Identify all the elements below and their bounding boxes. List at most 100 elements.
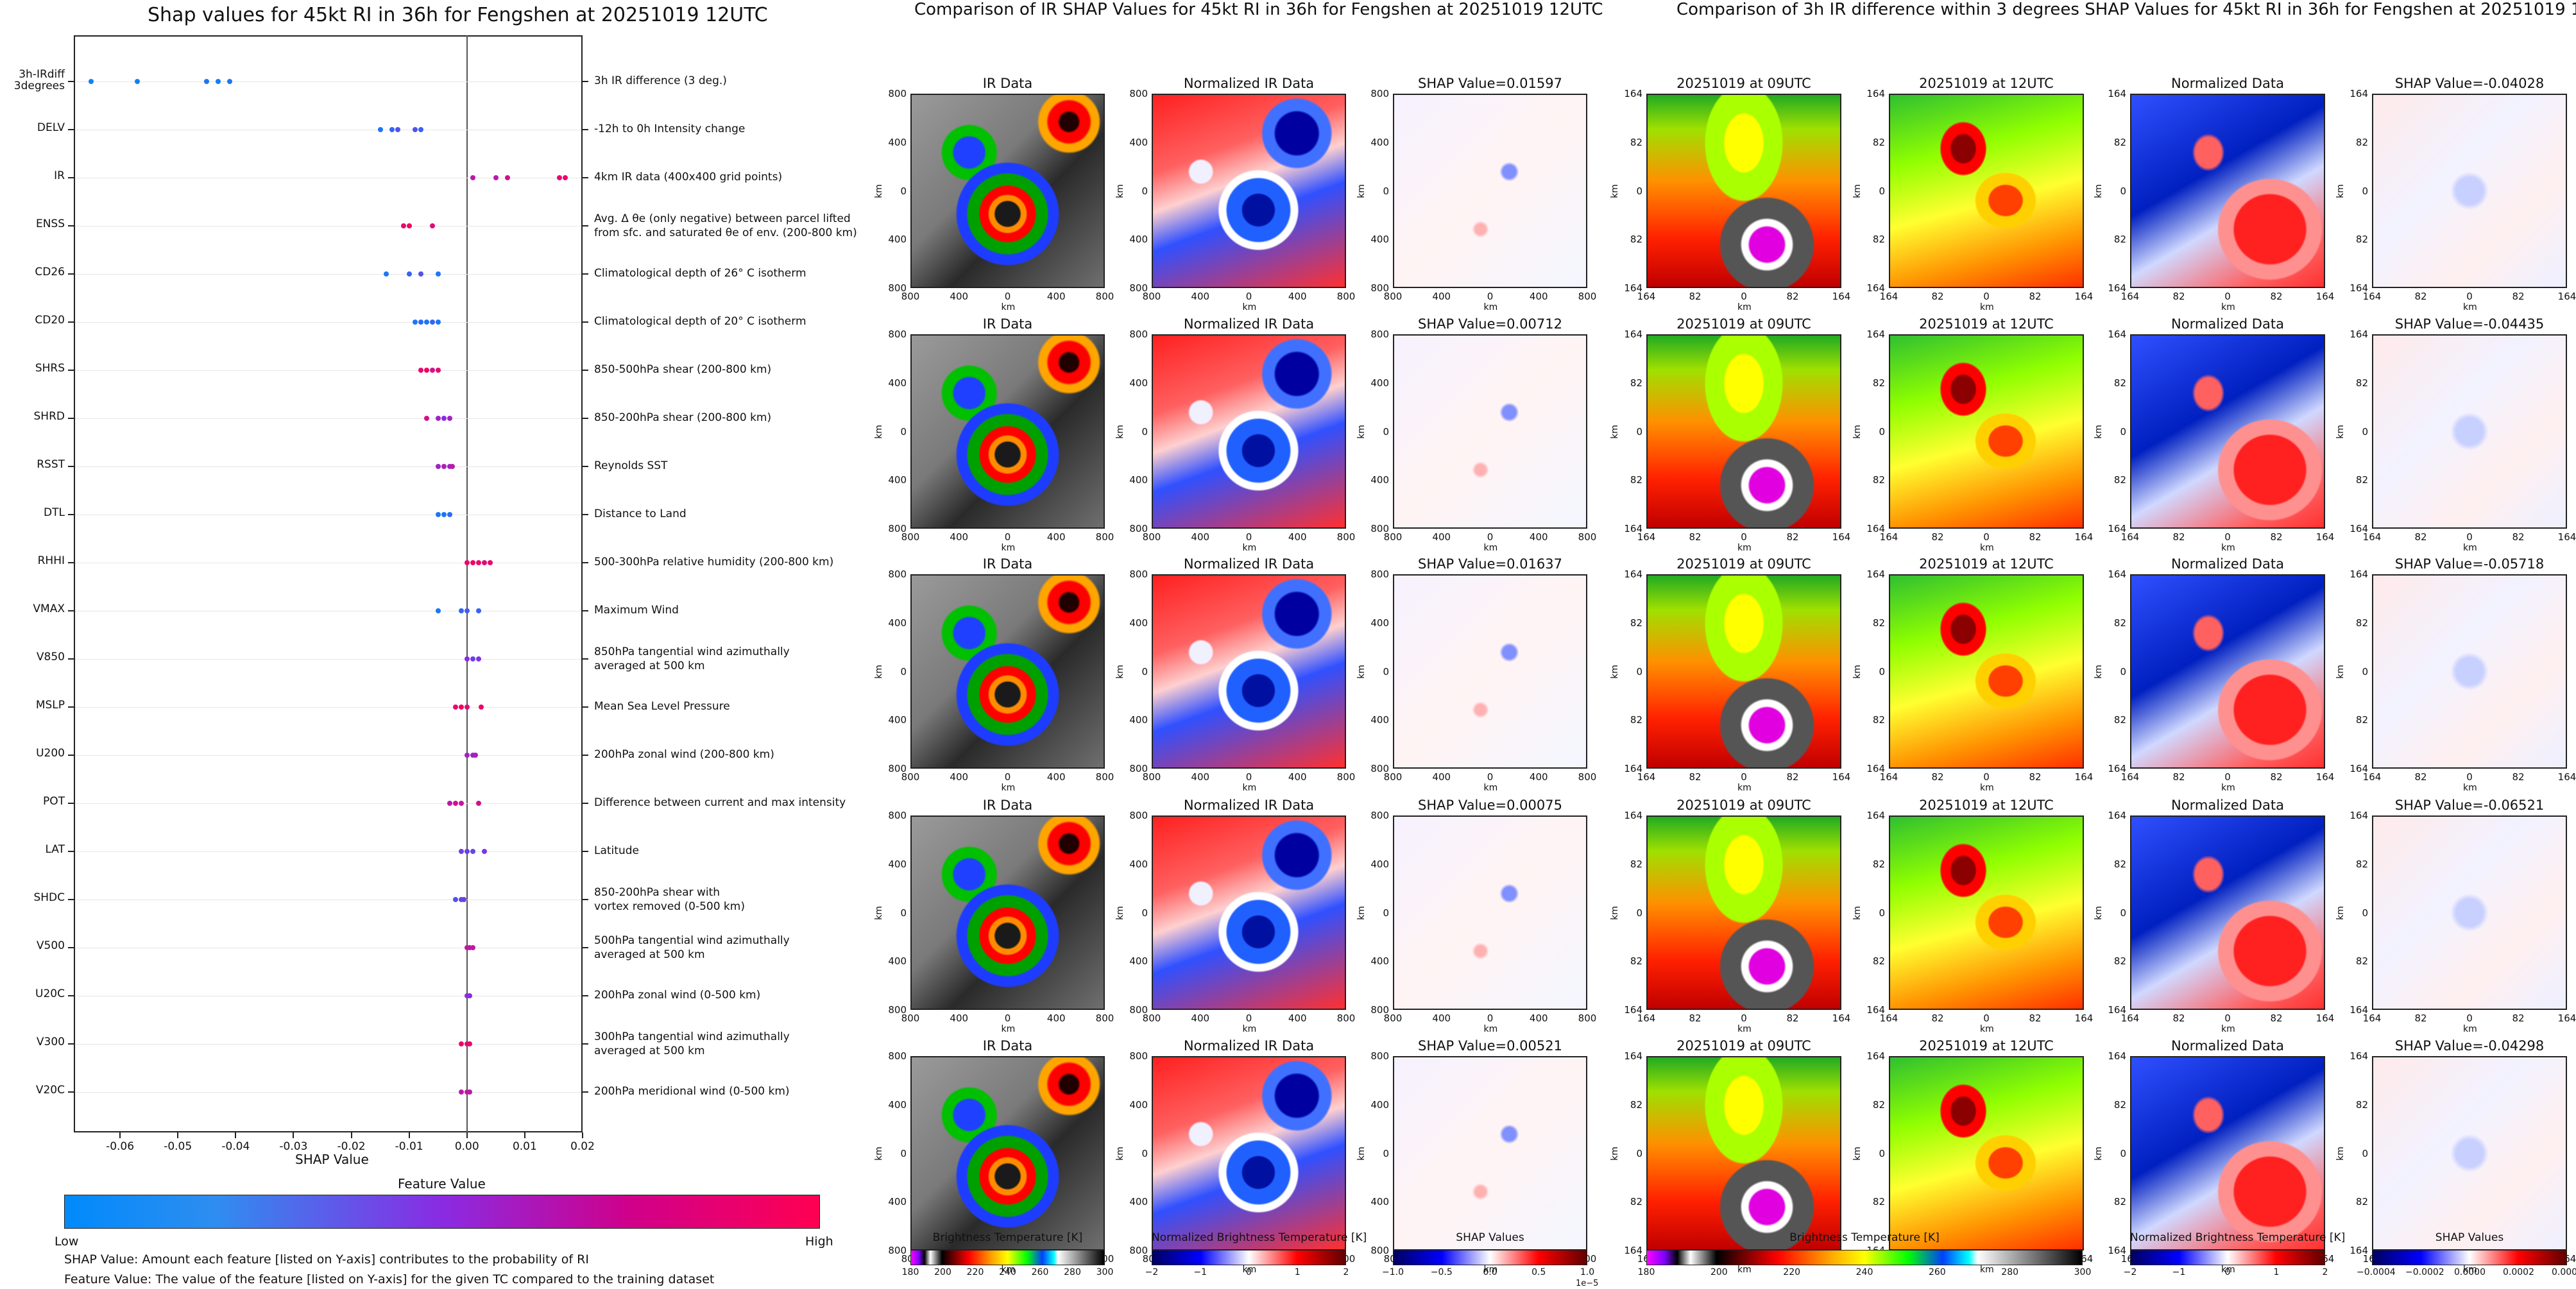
x-tick-mark: [408, 1132, 410, 1138]
feature-name: CD26: [35, 266, 65, 278]
y-tick-label: 164: [1624, 282, 1642, 294]
y-tick-label: 800: [888, 568, 907, 580]
feature-description: -12h to 0h Intensity change: [594, 123, 746, 135]
colorbar-tick: 200: [934, 1267, 951, 1277]
x-tick-label: 400: [1191, 531, 1210, 543]
x-axis-label: km: [2463, 783, 2477, 793]
x-tick-label: 0: [2466, 291, 2473, 302]
feature-description: Mean Sea Level Pressure: [594, 700, 730, 713]
x-tick-mark: [235, 1132, 237, 1138]
feature-name: DELV: [37, 121, 65, 134]
x-tick-label: 0: [2466, 771, 2473, 783]
diff_block-title: Comparison of 3h IR difference within 3 …: [1676, 0, 2576, 19]
x-tick-label: 800: [1142, 1012, 1161, 1024]
y-tick-label: 164: [1866, 88, 1885, 99]
shap-panel-title: SHAP Value=-0.05718: [2394, 556, 2545, 572]
y-axis-label: km: [2093, 664, 2104, 679]
x-axis-label: km: [1737, 1265, 1752, 1275]
y-tick-label: 82: [1630, 136, 1642, 148]
y-tick-label: 800: [1370, 1050, 1389, 1062]
colorbar-tick: 2: [2322, 1267, 2328, 1277]
x-tick-label: 400: [1046, 1012, 1066, 1024]
colorbar: [910, 1250, 1105, 1265]
feature-tick-mark: [68, 177, 74, 178]
panel-title: Normalized Data: [2171, 556, 2284, 572]
y-tick-label: 82: [1630, 955, 1642, 968]
x-tick-label: 0: [1983, 291, 1990, 302]
shap-point: [464, 1041, 470, 1046]
shap-map-panel: [1393, 94, 1587, 288]
image-panel: [910, 815, 1105, 1010]
y-axis-label: km: [2335, 664, 2346, 679]
y-axis-label: km: [873, 664, 884, 679]
x-axis-label: km: [1737, 543, 1752, 553]
y-tick-label: 400: [1129, 474, 1148, 486]
shap-point: [406, 271, 412, 277]
feature-description: Climatological depth of 20° C isotherm: [594, 315, 806, 328]
colorbar-tick: −1.0: [1382, 1267, 1404, 1277]
colorbar-title: SHAP Values: [1456, 1231, 1524, 1244]
x-tick-label: 400: [1046, 771, 1066, 783]
panel-title: Normalized Data: [2171, 76, 2284, 91]
y-tick-label: 164: [2108, 763, 2126, 774]
x-tick-label: 800: [1095, 291, 1114, 302]
y-tick-label: 82: [2355, 617, 2368, 629]
panel-title: IR Data: [982, 798, 1033, 813]
y-axis-label: km: [1356, 905, 1367, 920]
feature-value-title: Feature Value: [398, 1176, 486, 1191]
x-tick-label: -0.05: [164, 1140, 192, 1153]
y-tick-label: 82: [1872, 474, 1885, 486]
x-tick-label: 800: [1336, 771, 1356, 783]
shap-map-panel: [1393, 574, 1587, 769]
y-axis-label: km: [2335, 184, 2346, 198]
x-axis-label: km: [1980, 302, 1994, 312]
panel-title: 20251019 at 12UTC: [1919, 316, 2054, 332]
y-tick-label: 82: [1872, 1196, 1885, 1208]
x-tick-label: 800: [1336, 1012, 1356, 1024]
feature-name: U20C: [35, 987, 65, 1000]
x-tick-mark: [177, 1132, 179, 1138]
x-axis-label: km: [1980, 1265, 1994, 1275]
shap-point: [435, 512, 441, 517]
y-axis-label: km: [1356, 424, 1367, 439]
feature-description: Reynolds SST: [594, 459, 668, 472]
x-tick-label: 0.02: [570, 1140, 595, 1153]
colorbar-tick: 0.0000: [2454, 1267, 2486, 1277]
colorbar-tick: 200: [1710, 1267, 1728, 1277]
x-tick-label: 164: [1637, 1012, 1656, 1024]
image-panel: [910, 574, 1105, 769]
colorbar-tick: 280: [1064, 1267, 1081, 1277]
x-tick-label: 82: [2270, 531, 2283, 543]
y-tick-label: 0: [900, 665, 907, 678]
feature-tick-mark-right: [583, 899, 588, 900]
colorbar-tick: 180: [901, 1267, 919, 1277]
feature-name: SHRS: [35, 362, 65, 375]
y-axis-label: km: [2335, 424, 2346, 439]
x-axis-label: km: [1001, 783, 1016, 793]
y-tick-label: 82: [1872, 955, 1885, 968]
colorbar-tick: 1: [2273, 1267, 2280, 1277]
y-tick-label: 400: [888, 377, 907, 389]
feature-tick-mark: [68, 610, 74, 611]
shap-point: [418, 320, 423, 325]
y-axis-label: km: [1356, 664, 1367, 679]
feature-tick-mark: [68, 803, 74, 804]
y-tick-label: 400: [1129, 1098, 1148, 1111]
y-tick-label: 82: [1630, 617, 1642, 629]
shap-point: [470, 175, 475, 180]
x-tick-label: 0: [2224, 531, 2231, 543]
feature-tick-mark-right: [583, 321, 588, 323]
x-tick-label: 400: [1529, 1012, 1548, 1024]
x-tick-label: 164: [2120, 531, 2140, 543]
colorbar-exponent: 1e−5: [1576, 1279, 1599, 1288]
x-tick-label: 82: [1786, 291, 1799, 302]
x-tick-label: 164: [1879, 1012, 1898, 1024]
y-tick-label: 164: [2350, 88, 2368, 99]
feature-tick-mark: [68, 562, 74, 563]
x-tick-mark: [466, 1132, 468, 1138]
feature-tick-mark: [68, 899, 74, 900]
feature-name: RSST: [37, 458, 65, 471]
shap-point: [458, 801, 464, 806]
panel-title: 20251019 at 12UTC: [1919, 1038, 2054, 1054]
image-panel: [1152, 334, 1346, 529]
